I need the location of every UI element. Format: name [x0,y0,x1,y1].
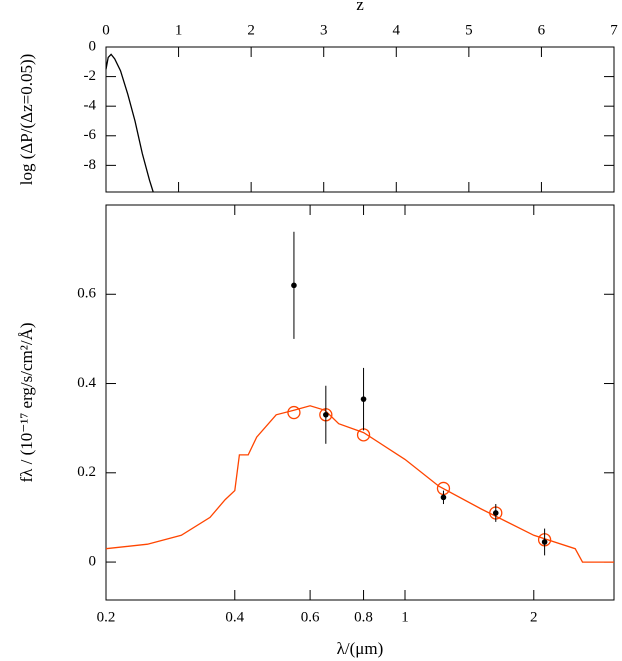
y-axis-label: log (ΔP/(Δz=0.05)) [17,54,36,186]
data-point [291,282,297,289]
y-tick-label: 0.4 [77,375,96,391]
plot-frame [105,204,615,601]
data-point [360,396,367,402]
data-point [492,510,499,516]
x-tick-label: 2 [247,22,255,38]
plot-frame [105,46,615,193]
y-tick-label: 0 [89,553,97,569]
x-axis-label: z [356,0,364,14]
data-point [323,411,329,418]
x-tick-label: 4 [393,22,401,38]
y-tick-label: -2 [84,68,97,84]
x-tick-label: 7 [610,22,618,38]
model-spectrum [105,405,614,563]
x-tick-label: 1 [175,22,183,38]
y-axis-label: fλ / (10⁻¹⁷ erg/s/cm²/Å) [17,322,36,482]
y-tick-label: 0 [89,38,97,54]
y-tick-label: -4 [84,98,97,114]
x-tick-label: 5 [465,22,473,38]
y-tick-label: 0.6 [77,286,96,302]
y-tick-label: -8 [84,157,97,173]
x-tick-label: 0.2 [97,609,116,625]
x-tick-label: 0.4 [225,609,244,625]
data-point [440,494,447,501]
x-tick-label: 0 [102,22,110,38]
data-point [541,539,548,545]
curve [105,53,154,193]
x-tick-label: 3 [320,22,328,38]
x-tick-label: 6 [538,22,546,38]
x-tick-label: 2 [530,609,538,625]
y-tick-label: 0.2 [77,464,96,480]
x-axis-label: λ/(μm) [337,639,384,658]
x-tick-label: 1 [401,609,409,625]
model-point [287,405,301,420]
x-tick-label: 0.8 [354,609,373,625]
y-tick-label: -6 [84,127,97,143]
x-tick-label: 0.6 [301,609,320,625]
